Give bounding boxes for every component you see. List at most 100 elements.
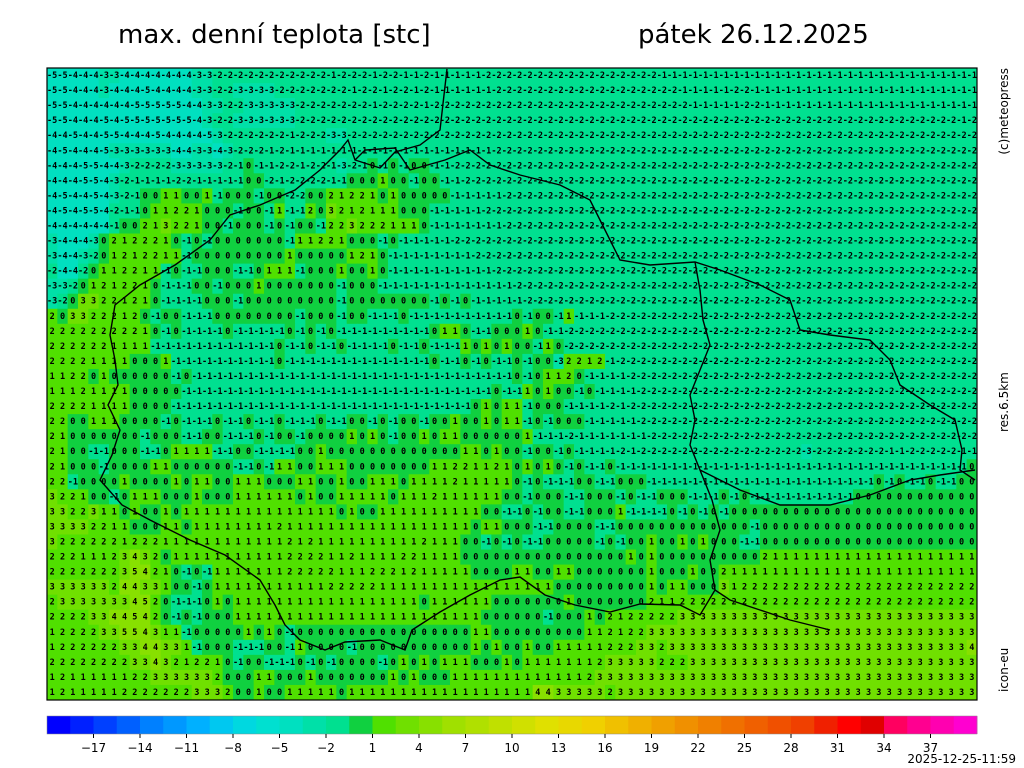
cell-value: -2: [946, 161, 956, 171]
cell-value: -2: [460, 176, 470, 186]
cell-value: -2: [822, 176, 832, 186]
field-cell: [388, 98, 399, 114]
field-cell: [253, 128, 265, 144]
field-cell: [739, 98, 751, 114]
cell-value: -4: [109, 161, 119, 171]
cell-value: -3: [109, 71, 119, 81]
cell-value: -2: [347, 161, 357, 171]
field-cell: [439, 203, 451, 219]
field-cell: [408, 188, 420, 204]
field-cell: [501, 113, 513, 129]
field-cell: [408, 128, 420, 144]
cell-value: -2: [636, 237, 646, 247]
cell-value: 0: [277, 252, 282, 262]
cell-value: 0: [246, 222, 251, 232]
field-cell: [274, 83, 286, 99]
cell-value: -4: [47, 222, 57, 232]
field-cell: [367, 113, 379, 129]
field-cell: [336, 143, 348, 159]
field-cell: [202, 173, 213, 189]
field-cell: [522, 68, 534, 84]
field-cell: [811, 113, 823, 129]
field-cell: [739, 83, 751, 99]
field-cell: [140, 158, 151, 174]
field-cell: [326, 68, 337, 84]
cell-value: 2: [184, 222, 189, 232]
cell-value: -2: [698, 131, 708, 141]
cell-value: -4: [181, 146, 191, 156]
cell-value: -1: [688, 71, 698, 81]
cell-value: -2: [636, 191, 646, 201]
field-cell: [481, 128, 492, 144]
field-cell: [470, 143, 482, 159]
cell-value: -2: [688, 131, 698, 141]
field-cell: [935, 173, 947, 189]
field-cell: [925, 68, 937, 84]
field-cell: [780, 158, 792, 174]
cell-value: -1: [398, 252, 408, 262]
cell-value: -1: [450, 86, 460, 96]
cell-value: -3: [47, 252, 57, 262]
cell-value: -1: [915, 101, 925, 111]
cell-value: -2: [450, 161, 460, 171]
cell-value: -1: [233, 267, 243, 277]
field-cell: [450, 188, 461, 204]
field-cell: [388, 203, 399, 219]
cell-value: -2: [626, 86, 636, 96]
field-cell: [925, 203, 937, 219]
cell-value: -2: [863, 191, 873, 201]
cell-value: 0: [277, 237, 282, 247]
cell-value: -2: [460, 101, 470, 111]
cell-value: -2: [564, 86, 574, 96]
cell-value: -2: [956, 131, 966, 141]
field-cell: [801, 83, 813, 99]
cell-value: -2: [863, 116, 873, 126]
cell-value: -1: [843, 71, 853, 81]
cell-value: -4: [119, 131, 129, 141]
field-cell: [842, 173, 854, 189]
cell-value: -4: [57, 222, 67, 232]
cell-value: 0: [339, 252, 344, 262]
field-cell: [801, 98, 813, 114]
field-cell: [770, 83, 782, 99]
cell-value: -2: [636, 252, 646, 262]
field-cell: [140, 83, 151, 99]
field-cell: [346, 83, 358, 99]
cell-value: -2: [605, 131, 615, 141]
cell-value: -2: [646, 86, 656, 96]
cell-value: -2: [522, 222, 532, 232]
field-cell: [284, 188, 296, 204]
field-cell: [367, 143, 379, 159]
field-cell: [853, 173, 864, 189]
cell-value: 1: [370, 206, 375, 216]
cell-value: -1: [894, 71, 904, 81]
field-cell: [171, 128, 182, 144]
cell-value: -2: [450, 237, 460, 247]
cell-value: -3: [233, 86, 243, 96]
cell-value: -2: [502, 237, 512, 247]
field-cell: [574, 188, 585, 204]
field-cell: [305, 173, 317, 189]
cell-value: -2: [657, 146, 667, 156]
cell-value: 0: [225, 237, 230, 247]
cell-value: -2: [770, 146, 780, 156]
field-cell: [119, 158, 131, 174]
field-cell: [594, 98, 606, 114]
cell-value: -2: [595, 176, 605, 186]
cell-value: -2: [884, 191, 894, 201]
field-cell: [718, 188, 730, 204]
cell-value: -2: [595, 101, 605, 111]
cell-value: -5: [130, 116, 140, 126]
field-cell: [698, 173, 709, 189]
cell-value: -5: [78, 176, 88, 186]
cell-value: -2: [925, 146, 935, 156]
cell-value: -3: [223, 146, 233, 156]
field-cell: [615, 128, 627, 144]
cell-value: -2: [595, 237, 605, 247]
field-cell: [109, 158, 120, 174]
field-cell: [915, 158, 926, 174]
field-cell: [656, 98, 668, 114]
field-cell: [966, 203, 978, 219]
cell-value: -2: [915, 161, 925, 171]
cell-value: 2: [339, 206, 344, 216]
